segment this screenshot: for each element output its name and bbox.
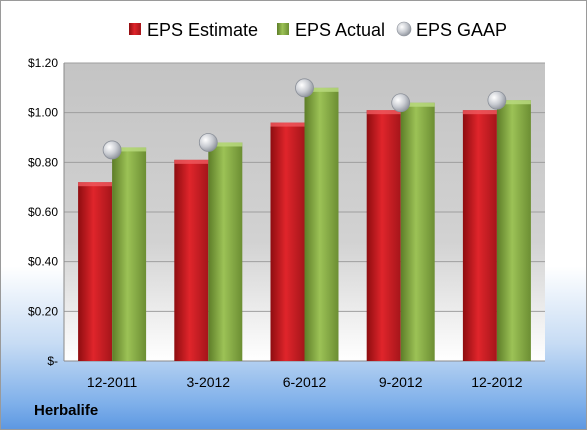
bar-eps-estimate-top	[366, 110, 401, 115]
y-tick-label: $0.20	[28, 304, 58, 318]
bar-eps-actual	[112, 147, 147, 361]
bar-eps-actual	[400, 102, 435, 361]
bar-eps-estimate-top	[174, 159, 209, 164]
y-tick-label: $0.80	[28, 155, 58, 169]
bar-eps-estimate	[270, 122, 305, 361]
legend-swatch	[277, 23, 289, 35]
y-tick-label: $1.20	[28, 56, 58, 70]
bar-eps-actual	[496, 100, 531, 361]
bar-eps-actual-top	[496, 100, 531, 105]
legend-swatch	[396, 21, 412, 37]
bar-eps-estimate	[366, 110, 401, 361]
marker-eps-gaap	[295, 78, 314, 98]
bar-eps-actual-top	[208, 142, 243, 147]
y-tick-label: $0.40	[28, 255, 58, 269]
y-tick-label: $1.00	[28, 106, 58, 120]
bar-eps-estimate-top	[270, 122, 305, 127]
legend: EPS Estimate EPS Actual EPS GAAP	[129, 20, 507, 40]
plot-area: $- $0.20 $0.40 $0.60 $0.80 $1.00 $1.20 12-2011 3…	[28, 56, 545, 390]
marker-eps-gaap	[487, 90, 507, 110]
bar-eps-actual-top	[400, 102, 435, 107]
bar-eps-actual	[208, 142, 243, 361]
company-name: Herbalife	[34, 402, 99, 419]
bar-eps-actual	[304, 87, 339, 361]
marker-eps-gaap	[102, 140, 122, 160]
bar-eps-estimate	[174, 159, 209, 361]
bar-eps-estimate-top	[462, 110, 497, 115]
legend-label: EPS Actual	[295, 20, 385, 40]
marker-eps-gaap	[391, 93, 411, 113]
bar-eps-estimate	[78, 182, 113, 361]
legend-label: EPS Estimate	[147, 20, 258, 40]
legend-swatch	[129, 23, 141, 35]
bar-eps-estimate	[462, 110, 497, 361]
legend-label: EPS GAAP	[416, 20, 507, 40]
x-category-label: 3-2012	[187, 374, 231, 390]
x-category-label: 12-2012	[471, 374, 523, 390]
y-tick-label: $-	[47, 354, 58, 368]
marker-eps-gaap	[198, 133, 218, 152]
y-tick-label: $0.60	[28, 205, 58, 219]
x-category-label: 12-2011	[87, 374, 138, 390]
bar-eps-estimate-top	[78, 182, 113, 187]
bar-eps-actual-top	[112, 147, 147, 152]
x-category-label: 9-2012	[379, 374, 423, 390]
x-category-label: 6-2012	[283, 374, 327, 390]
bar-eps-actual-top	[304, 87, 339, 92]
